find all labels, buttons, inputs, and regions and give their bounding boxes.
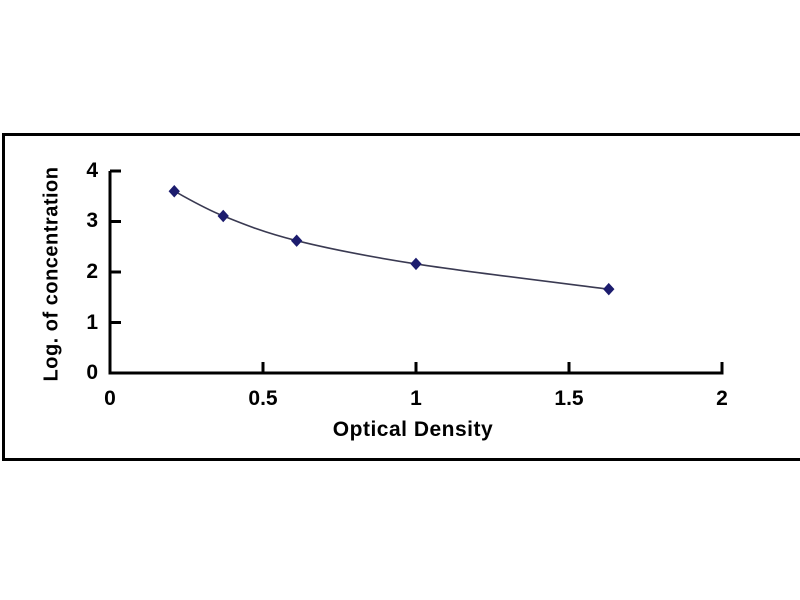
x-tick-label-2: 2 — [716, 387, 728, 410]
data-point-marker — [217, 209, 229, 223]
standard-curve-line — [173, 190, 609, 290]
x-tick-label-1_5: 1.5 — [554, 387, 584, 410]
y-tick-label-0: 0 — [86, 361, 98, 384]
x-axis-title: Optical Density — [332, 418, 494, 441]
x-tick-label-0_5: 0.5 — [248, 387, 278, 410]
x-tick-label-0: 0 — [104, 387, 116, 410]
data-point-marker — [168, 184, 180, 198]
y-tick-label-3: 3 — [86, 209, 98, 232]
data-point-marker — [410, 257, 422, 271]
y-tick-label-2: 2 — [86, 260, 98, 283]
y-tick-label-4: 4 — [86, 159, 98, 182]
data-point-marker — [290, 234, 303, 247]
x-tick-label-1: 1 — [410, 387, 422, 410]
data-point-marker — [603, 282, 615, 296]
y-tick-label-1: 1 — [86, 311, 98, 334]
y-axis-title: Log. of concentration — [40, 166, 63, 382]
chart-frame — [2, 133, 800, 461]
